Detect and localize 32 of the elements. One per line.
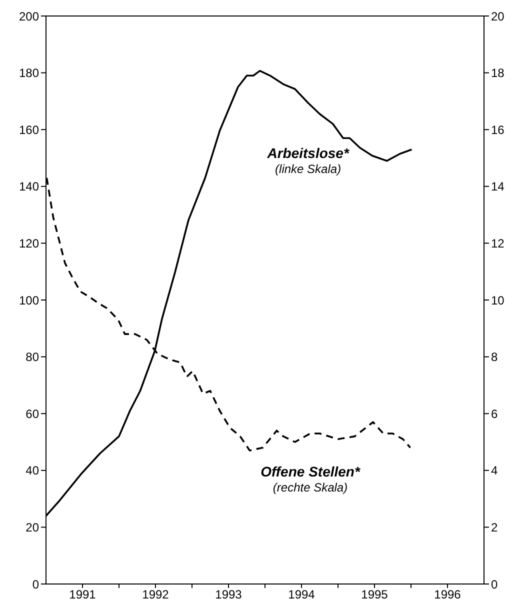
y2-tick-label: 12 [491, 236, 505, 250]
x-tick-label: 1993 [215, 588, 242, 602]
x-tick-label: 1995 [361, 588, 388, 602]
y2-tick-label: 0 [491, 577, 498, 592]
y2-tick-label: 16 [491, 122, 505, 137]
y2-tick-label: 2 [491, 520, 498, 534]
y2-tick-label: 6 [491, 406, 498, 421]
x-tick-label: 1992 [142, 588, 170, 602]
series-label: Arbeitslose* [266, 144, 350, 161]
y2-tick-label: 8 [491, 350, 498, 364]
y2-tick-label: 18 [491, 66, 505, 80]
x-tick-label: 1991 [69, 588, 96, 602]
x-tick-label: 1996 [434, 588, 462, 602]
y-tick-label: 180 [18, 66, 40, 80]
series-label: Offene Stellen* [260, 463, 360, 480]
y2-tick-label: 20 [491, 9, 505, 24]
y-tick-label: 60 [26, 406, 40, 421]
y2-tick-label: 14 [491, 180, 505, 194]
y2-tick-label: 10 [491, 293, 505, 308]
y-tick-label: 40 [26, 464, 40, 478]
y-tick-label: 80 [26, 350, 40, 364]
y2-tick-label: 4 [491, 464, 498, 478]
annotation: (linke Skala) [275, 162, 342, 176]
y-tick-label: 200 [18, 9, 40, 24]
y-tick-label: 140 [18, 180, 40, 194]
x-tick-label: 1994 [288, 588, 316, 602]
y-tick-label: 100 [18, 293, 40, 308]
y-tick-label: 20 [26, 520, 40, 534]
y-tick-label: 120 [18, 236, 40, 250]
y-tick-label: 0 [32, 577, 40, 592]
y-tick-label: 160 [18, 122, 40, 137]
annotation: (rechte Skala) [272, 480, 348, 494]
